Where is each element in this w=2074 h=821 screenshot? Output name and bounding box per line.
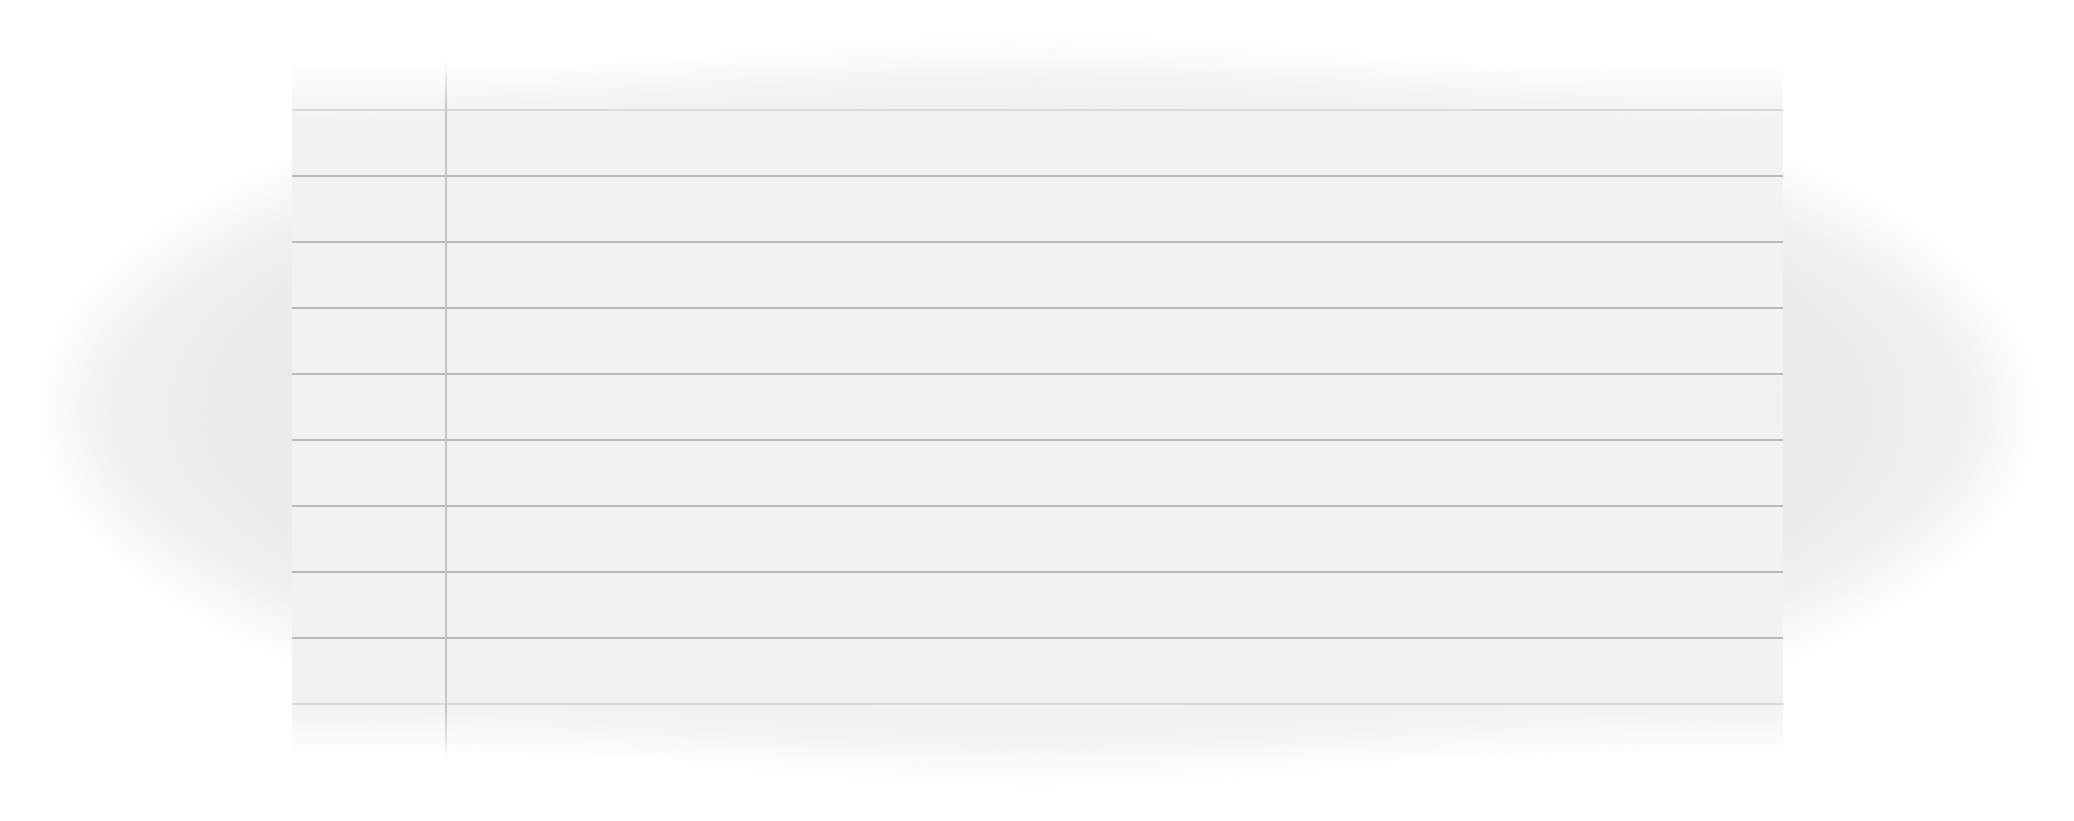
ruled-line	[292, 373, 1783, 375]
ruled-line	[292, 439, 1783, 441]
ruled-line	[292, 505, 1783, 507]
ruled-sheet	[292, 60, 1783, 760]
ruled-line	[292, 307, 1783, 309]
ruled-line	[292, 109, 1783, 111]
ruled-line	[292, 175, 1783, 177]
ruled-line	[292, 571, 1783, 573]
margin-line	[445, 60, 447, 760]
ruled-line	[292, 241, 1783, 243]
ruled-line	[292, 637, 1783, 639]
ruled-line	[292, 703, 1783, 705]
